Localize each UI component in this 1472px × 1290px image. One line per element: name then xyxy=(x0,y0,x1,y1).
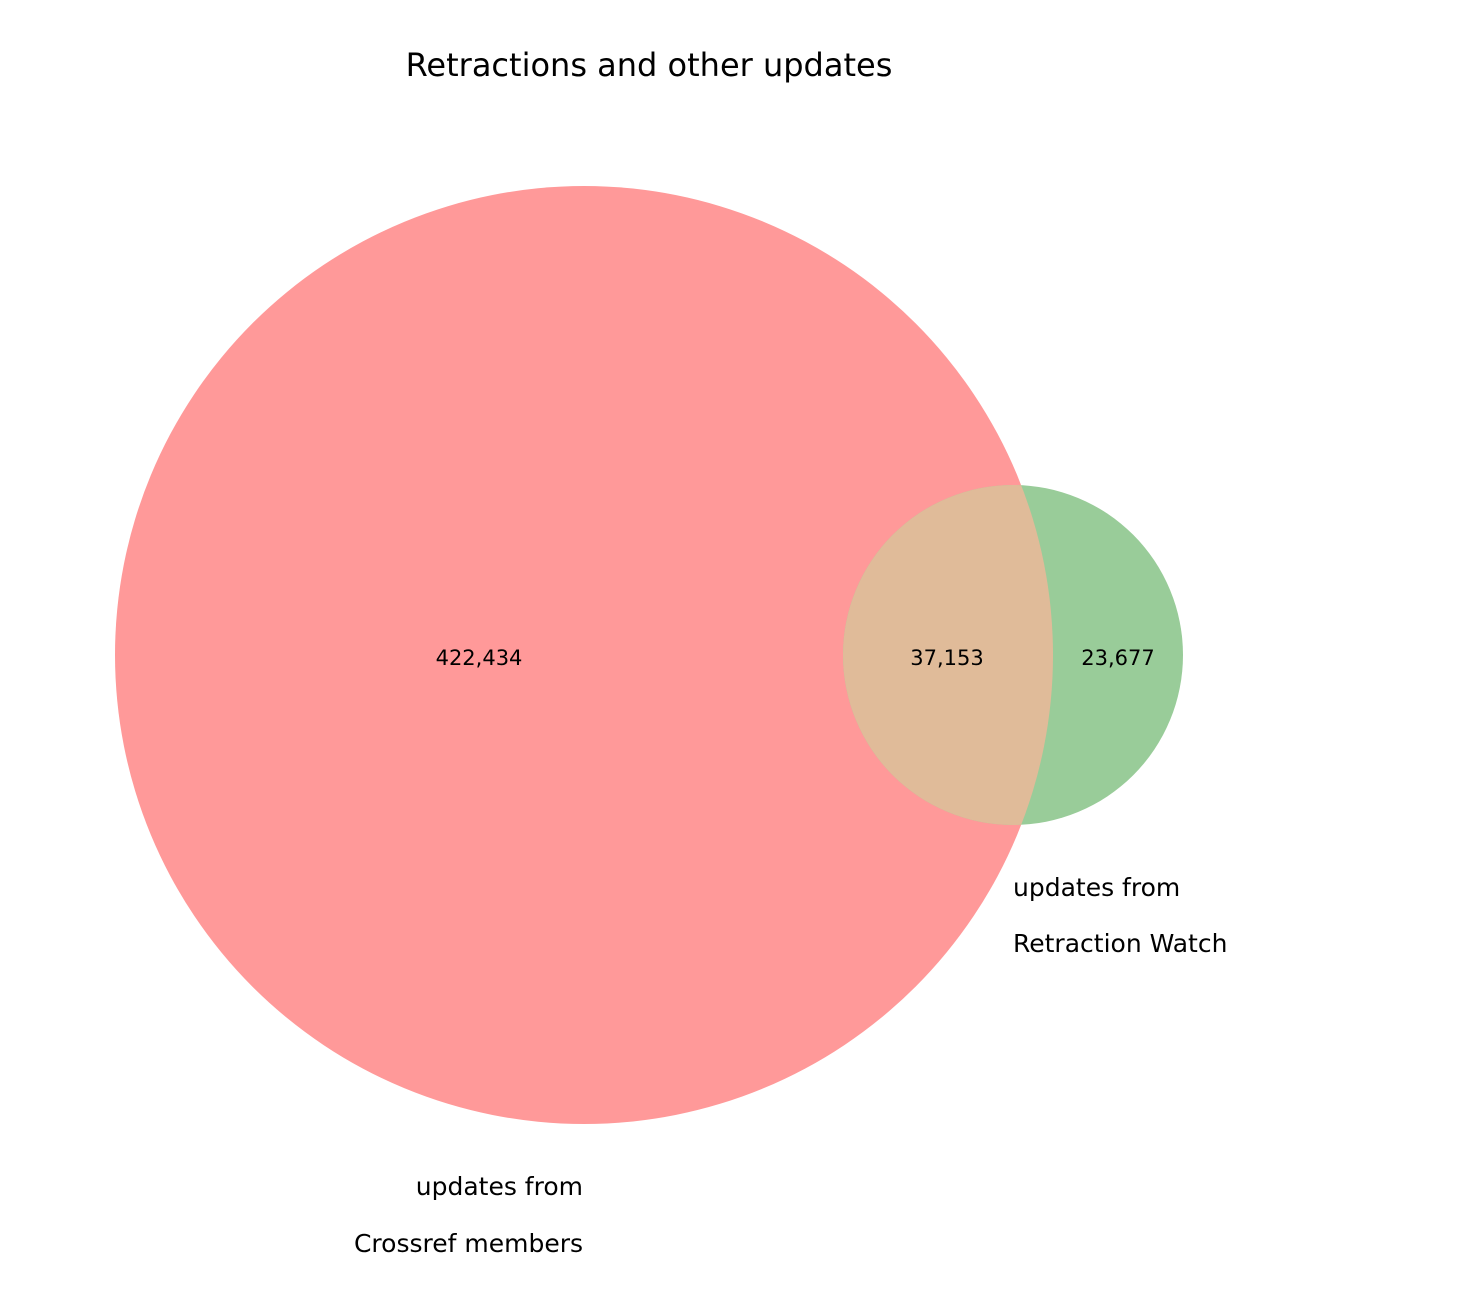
set-a-only-count: 422,434 xyxy=(436,646,523,670)
set-b-label-line-2: Retraction Watch xyxy=(1013,929,1227,958)
set-a-circle xyxy=(115,186,1053,1124)
intersection-count: 37,153 xyxy=(910,646,983,670)
intersection-region xyxy=(843,485,1053,825)
set-a-label-line-2: Crossref members xyxy=(354,1229,583,1258)
chart-title: Retractions and other updates xyxy=(406,46,893,84)
set-a-label-line-1: updates from xyxy=(416,1172,583,1201)
set-b-only-count: 23,677 xyxy=(1081,646,1154,670)
set-b-label-line-1: updates from xyxy=(1013,873,1180,902)
